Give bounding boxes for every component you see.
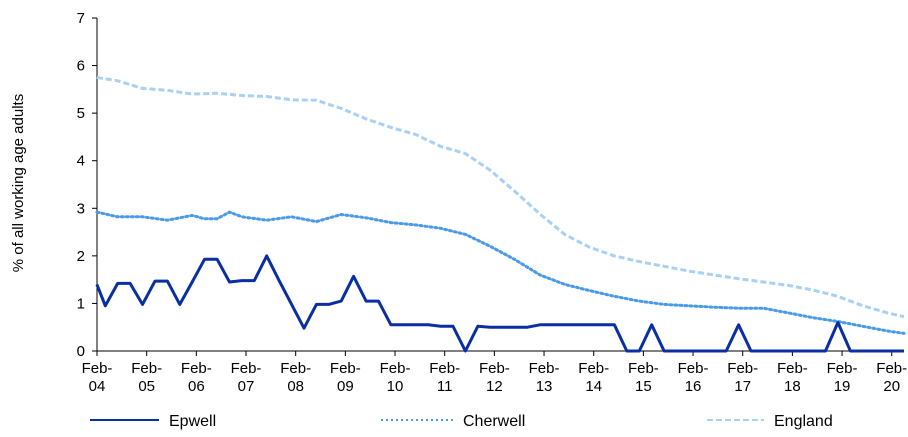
x-tick-label: Feb-: [280, 360, 311, 377]
y-tick-label: 7: [77, 10, 85, 27]
x-tick-label: 11: [437, 378, 453, 395]
x-tick-label: 07: [238, 378, 255, 395]
x-tick-label: 06: [188, 378, 205, 395]
y-tick-label: 5: [77, 105, 85, 122]
x-tick-label: Feb-: [678, 360, 709, 377]
x-tick-label: 12: [486, 378, 503, 395]
y-tick-label: 0: [77, 343, 85, 360]
x-tick-label: Feb-: [330, 360, 361, 377]
x-tick-label: Feb-: [578, 360, 609, 377]
axes-layer: [92, 17, 904, 356]
x-tick-label: Feb-: [181, 360, 212, 377]
y-tick-label: 1: [77, 295, 85, 312]
legend-label-cherwell: Cherwell: [463, 413, 525, 430]
x-tick-label: Feb-: [777, 360, 808, 377]
x-tick-label: Feb-: [479, 360, 510, 377]
x-tick-label: 05: [138, 378, 155, 395]
series-line-england: [96, 76, 905, 319]
x-tick-label: 13: [536, 378, 553, 395]
x-tick-label: Feb-: [380, 360, 411, 377]
x-tick-label: 16: [685, 378, 702, 395]
legend: Epwell Cherwell England: [90, 413, 833, 430]
y-tick-label: 3: [77, 200, 85, 217]
x-tick-label: 09: [337, 378, 354, 395]
x-tick-label: 14: [585, 378, 602, 395]
series-layer: [95, 76, 906, 353]
labels-layer: 01234567Feb-04Feb-05Feb-06Feb-07Feb-08Fe…: [77, 10, 908, 395]
y-axis-label: % of all working age adults: [10, 94, 27, 272]
x-tick-label: 17: [734, 378, 751, 395]
x-tick-label: Feb-: [429, 360, 460, 377]
series-line-cherwell: [95, 210, 906, 335]
x-tick-label: 04: [89, 378, 106, 395]
y-tick-label: 4: [77, 153, 85, 170]
x-tick-label: Feb-: [231, 360, 262, 377]
x-tick-label: 15: [635, 378, 652, 395]
x-tick-label: 08: [287, 378, 304, 395]
legend-label-epwell: Epwell: [169, 413, 216, 430]
y-tick-label: 6: [77, 58, 85, 75]
x-tick-label: 19: [834, 378, 851, 395]
x-tick-label: Feb-: [82, 360, 113, 377]
x-tick-label: Feb-: [529, 360, 560, 377]
x-tick-label: Feb-: [727, 360, 758, 377]
x-tick-label: Feb-: [876, 360, 907, 377]
x-tick-label: 18: [784, 378, 801, 395]
legend-label-england: England: [774, 413, 833, 430]
y-tick-label: 2: [77, 248, 85, 265]
x-tick-label: 20: [883, 378, 900, 395]
x-tick-label: Feb-: [827, 360, 858, 377]
x-tick-label: 10: [387, 378, 404, 395]
x-tick-label: Feb-: [628, 360, 659, 377]
series-line-epwell: [95, 254, 904, 353]
x-tick-label: Feb-: [131, 360, 162, 377]
